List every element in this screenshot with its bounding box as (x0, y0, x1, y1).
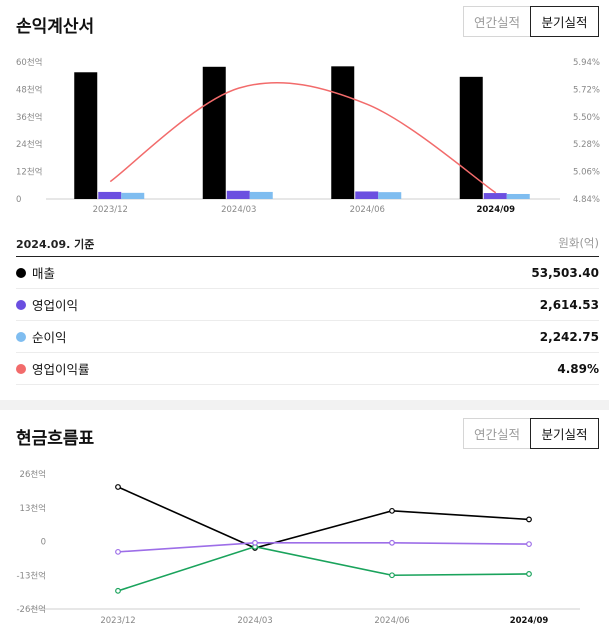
right-tick-label: 5.50% (573, 113, 600, 123)
bar-net-income (506, 193, 530, 199)
cash-flow-chart: -26천억 -13천억 0 13천억 26천억 2023/12 2024/03 2024/06… (16, 469, 580, 626)
legend-row-operating-profit: 영업이익 2,614.53 (16, 289, 599, 321)
point-financing (115, 548, 121, 555)
y-tick-label: 13천억 (20, 503, 46, 514)
y-tick-label: 26천억 (20, 469, 46, 480)
legend-value-net-income: 2,242.75 (539, 329, 599, 344)
income-statement-section: 손익계산서 연간실적 분기실적 0 12천억 24천억 36천억 48천억 60천억 4.8… (16, 6, 600, 385)
x-tick-label: 2024/06 (350, 205, 385, 215)
y-tick-label: -13천억 (16, 570, 46, 581)
left-tick-label: 0 (16, 195, 21, 205)
line-operating (117, 486, 530, 549)
legend-dot-operating-profit (16, 299, 26, 310)
bar-net-income (121, 192, 145, 199)
y-tick-label: 0 (41, 538, 46, 548)
left-tick-label: 36천억 (16, 112, 42, 123)
cashflow-period-tabs: 연간실적 분기실적 (463, 418, 599, 449)
x-tick-label: 2024/09 (476, 205, 515, 215)
bar-operating-profit (355, 191, 379, 199)
x-tick-label: 2024/06 (374, 616, 409, 626)
legend-value-operating-profit: 2,614.53 (539, 297, 599, 312)
bar-sales (74, 72, 98, 199)
left-tick-label: 60천억 (16, 57, 42, 68)
right-tick-label: 5.06% (573, 168, 600, 178)
legend-row-sales: 매출 53,503.40 (16, 257, 599, 289)
cash-flow-title: 현금흐름표 (16, 429, 95, 449)
bar-operating-profit (98, 191, 122, 199)
legend-dot-sales (16, 267, 26, 278)
income-statement-title: 손익계산서 (16, 17, 95, 37)
right-tick-label: 5.94% (573, 58, 600, 68)
right-tick-label: 5.28% (573, 140, 600, 150)
bar-net-income (378, 192, 402, 199)
legend-dot-net-income (16, 331, 26, 342)
tab-quarterly-results[interactable]: 분기실적 (530, 6, 599, 37)
point-investing (526, 571, 532, 577)
x-tick-label: 2024/03 (237, 616, 272, 626)
point-investing (115, 587, 121, 594)
point-financing (252, 539, 258, 546)
cash-flow-section: 현금흐름표 연간실적 분기실적 -26천억 -13천억 0 13천억 26천억 2023/… (0, 410, 609, 630)
bar-sales (202, 66, 226, 199)
point-financing (526, 541, 532, 547)
legend-value-sales: 53,503.40 (531, 265, 599, 280)
legend-name-net-income: 순이익 (32, 330, 67, 345)
legend-dot-operating-margin (16, 363, 26, 374)
point-operating (115, 484, 121, 490)
bar-net-income (249, 191, 273, 199)
left-tick-label: 12천억 (16, 167, 42, 178)
section-divider (0, 400, 609, 410)
line-investing (117, 545, 530, 592)
legend-row-net-income: 순이익 2,242.75 (16, 321, 599, 353)
bar-sales (331, 66, 355, 199)
legend-row-operating-margin: 영업이익률 4.89% (16, 353, 599, 385)
legend-name-operating-profit: 영업이익 (32, 298, 79, 313)
y-tick-label: -26천억 (16, 604, 46, 615)
legend-name-operating-margin: 영업이익률 (32, 362, 90, 377)
x-tick-label: 2023/12 (100, 616, 135, 626)
bar-operating-profit (226, 190, 250, 199)
x-tick-label: 2024/09 (510, 616, 549, 626)
bar-sales (459, 76, 483, 199)
basis-date: 2024.09. 기준 (16, 238, 95, 251)
left-tick-label: 48천억 (16, 84, 42, 95)
bar-operating-profit (483, 193, 507, 199)
income-legend: 매출 53,503.40 영업이익 2,614.53 순이익 2,242.75 … (16, 256, 599, 385)
point-investing (389, 572, 395, 579)
left-tick-label: 24천억 (16, 139, 42, 150)
point-financing (389, 539, 395, 546)
point-operating (526, 516, 532, 523)
income-chart: 0 12천억 24천억 36천억 48천억 60천억 4.84% 5.06% 5.28% 5.50… (16, 57, 600, 215)
income-period-tabs: 연간실적 분기실적 (463, 6, 599, 37)
x-tick-label: 2023/12 (93, 205, 128, 215)
point-operating (389, 507, 395, 514)
tab-cashflow-quarterly[interactable]: 분기실적 (530, 418, 599, 449)
line-operating-margin (109, 82, 497, 194)
unit-label: 원화(억) (558, 236, 599, 250)
line-financing (117, 541, 530, 553)
tab-cashflow-annual[interactable]: 연간실적 (463, 418, 531, 449)
legend-name-sales: 매출 (32, 266, 56, 281)
x-tick-label: 2024/03 (221, 205, 256, 215)
right-tick-label: 5.72% (573, 85, 600, 95)
right-tick-label: 4.84% (573, 195, 600, 205)
legend-value-operating-margin: 4.89% (557, 361, 599, 376)
tab-annual-results[interactable]: 연간실적 (463, 6, 531, 37)
